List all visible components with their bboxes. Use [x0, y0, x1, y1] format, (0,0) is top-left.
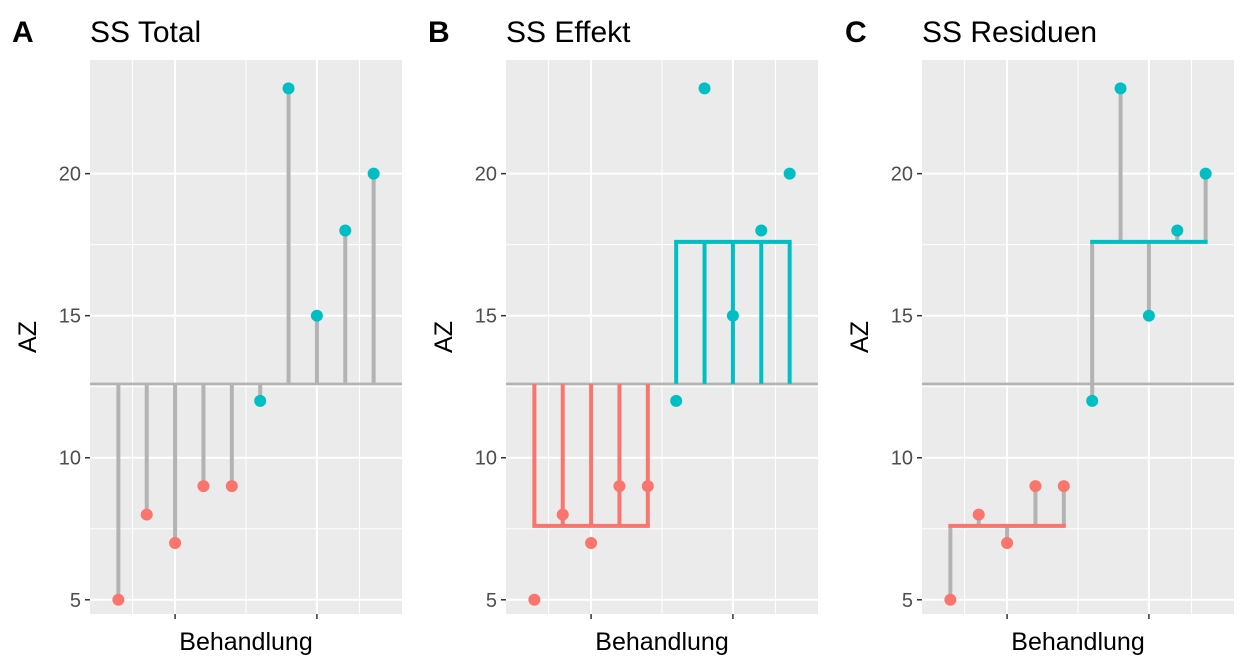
data-point	[112, 593, 125, 606]
y-tick-label: 5	[70, 590, 81, 612]
y-axis-label: AZ	[14, 321, 42, 353]
y-tick-label: 20	[59, 164, 81, 186]
data-point	[169, 536, 182, 549]
data-point	[528, 593, 541, 606]
data-point	[367, 167, 380, 180]
y-tick-label: 5	[902, 590, 913, 612]
data-point	[1199, 167, 1212, 180]
y-tick-label: 20	[891, 164, 913, 186]
data-point	[1142, 309, 1155, 322]
data-point	[1057, 480, 1070, 493]
x-axis-label: Behandlung	[179, 628, 312, 656]
panel-tag: B	[428, 16, 450, 49]
data-point	[140, 508, 153, 521]
data-point	[641, 480, 654, 493]
data-point	[1001, 536, 1014, 549]
data-point	[1029, 480, 1042, 493]
data-point	[339, 224, 352, 237]
panel-c: 5 10 15 20 C SS Residuen Behandlung AZ	[845, 16, 1234, 656]
y-axis-label: AZ	[430, 321, 458, 353]
x-axis-label: Behandlung	[1011, 628, 1144, 656]
data-point	[1114, 82, 1127, 95]
panel-b: 5 10 15 20 B SS Effekt Behandlung AZ	[428, 16, 818, 656]
panel-tag: A	[12, 16, 34, 49]
y-axis-label: AZ	[846, 321, 874, 353]
panel-title: SS Residuen	[922, 16, 1097, 49]
data-point	[670, 394, 683, 407]
data-point	[556, 508, 569, 521]
y-tick-label: 10	[59, 448, 81, 470]
data-point	[755, 224, 768, 237]
y-tick-label: 20	[475, 164, 497, 186]
data-point	[698, 82, 711, 95]
y-tick-label: 15	[59, 306, 81, 328]
data-point	[726, 309, 739, 322]
data-point	[225, 480, 238, 493]
y-tick-label: 15	[891, 306, 913, 328]
y-tick-label: 10	[891, 448, 913, 470]
data-point	[972, 508, 985, 521]
data-point	[197, 480, 210, 493]
data-point	[585, 536, 598, 549]
data-point	[254, 394, 267, 407]
panel-tag: C	[845, 16, 867, 49]
data-point	[613, 480, 626, 493]
data-point	[310, 309, 323, 322]
data-point	[282, 82, 295, 95]
panel-a: 5 10 15 20 A SS Total Behandlung AZ	[12, 16, 402, 656]
y-tick-label: 10	[475, 448, 497, 470]
y-tick-label: 15	[475, 306, 497, 328]
data-point	[783, 167, 796, 180]
data-point	[944, 593, 957, 606]
data-point	[1171, 224, 1184, 237]
x-axis-label: Behandlung	[595, 628, 728, 656]
y-tick-label: 5	[486, 590, 497, 612]
data-point	[1086, 394, 1099, 407]
panel-title: SS Effekt	[506, 16, 631, 49]
panel-title: SS Total	[90, 16, 201, 49]
